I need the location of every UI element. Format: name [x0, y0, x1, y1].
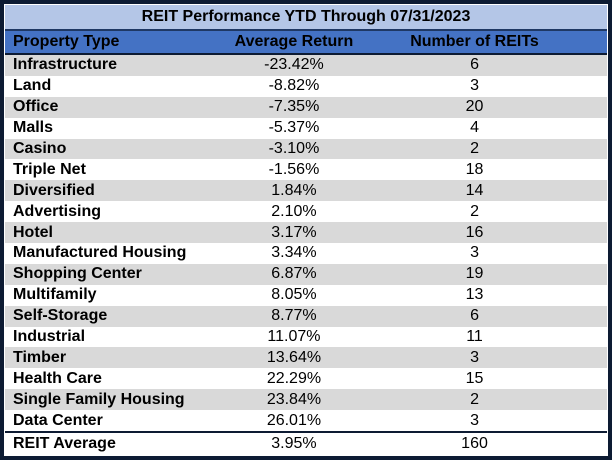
cell-property-type: Hotel	[13, 223, 53, 241]
cell-average-return: 3.17%	[271, 223, 317, 241]
cell-average-return: 11.07%	[267, 328, 321, 346]
cell-number-of-reits: 3	[470, 348, 479, 366]
cell-average-return: -23.42%	[264, 56, 324, 74]
cell-number-of-reits: 6	[470, 307, 479, 325]
cell-number-of-reits: 6	[470, 56, 479, 74]
cell-property-type: Self-Storage	[13, 307, 108, 325]
cell-property-type: Data Center	[13, 411, 103, 429]
table-row: Manufactured Housing 3.34% 3	[5, 243, 607, 264]
summary-average-return: 3.95%	[271, 435, 317, 452]
table-row: Hotel 3.17% 16	[5, 222, 607, 244]
cell-average-return: -8.82%	[268, 77, 320, 95]
cell-number-of-reits: 2	[470, 140, 479, 157]
cell-property-type: Multifamily	[13, 286, 97, 304]
cell-number-of-reits: 4	[470, 119, 479, 137]
cell-number-of-reits: 11	[466, 328, 483, 346]
table-row: Data Center 26.01% 3	[5, 410, 607, 432]
table-row: Self-Storage 8.77% 6	[5, 305, 607, 327]
cell-property-type: Manufactured Housing	[13, 244, 187, 262]
cell-number-of-reits: 2	[470, 202, 479, 220]
cell-average-return: 1.84%	[271, 181, 317, 199]
cell-number-of-reits: 18	[465, 160, 484, 178]
cell-average-return: 13.64%	[266, 348, 322, 366]
cell-average-return: 8.05%	[271, 286, 317, 304]
header-average-return: Average Return	[234, 33, 354, 50]
summary-row: REIT Average 3.95% 160	[5, 431, 607, 455]
cell-number-of-reits: 15	[465, 369, 484, 387]
table-header-row: Property Type Average Return Number of R…	[5, 31, 607, 55]
table-row: Triple Net -1.56% 18	[5, 159, 607, 181]
table-row: Diversified 1.84% 14	[5, 180, 607, 202]
table-row: Industrial 11.07% 11	[5, 326, 607, 348]
cell-property-type: Industrial	[13, 328, 86, 346]
table-row: Office -7.35% 20	[5, 96, 607, 118]
cell-average-return: 8.77%	[271, 307, 317, 325]
table-row: Timber 13.64% 3	[5, 347, 607, 369]
table-row: Malls -5.37% 4	[5, 117, 607, 139]
cell-number-of-reits: 3	[470, 244, 479, 262]
cell-number-of-reits: 19	[465, 265, 484, 283]
cell-number-of-reits: 3	[470, 411, 479, 429]
cell-property-type: Single Family Housing	[13, 390, 185, 408]
cell-property-type: Malls	[13, 119, 54, 137]
cell-property-type: Infrastructure	[13, 56, 118, 74]
table-row: Health Care 22.29% 15	[5, 368, 607, 390]
cell-number-of-reits: 2	[470, 390, 479, 408]
cell-property-type: Shopping Center	[13, 265, 142, 283]
cell-property-type: Casino	[13, 140, 67, 157]
cell-average-return: 26.01%	[266, 411, 322, 429]
table-row: Advertising 2.10% 2	[5, 201, 607, 223]
cell-average-return: 2.10%	[271, 202, 317, 220]
cell-average-return: -1.56%	[268, 160, 320, 178]
table-row: Land -8.82% 3	[5, 75, 607, 97]
cell-number-of-reits: 13	[465, 286, 484, 304]
summary-number-of-reits: 160	[461, 435, 488, 452]
table-row: Casino -3.10% 2	[5, 138, 607, 160]
cell-average-return: 23.84%	[266, 390, 322, 408]
table-row: Single Family Housing 23.84% 2	[5, 389, 607, 411]
cell-average-return: -7.35%	[268, 98, 320, 116]
cell-average-return: 22.29%	[266, 369, 322, 387]
cell-average-return: 6.87%	[271, 265, 317, 283]
cell-property-type: Land	[13, 77, 52, 95]
cell-property-type: Office	[13, 98, 59, 116]
cell-property-type: Timber	[13, 348, 67, 366]
cell-average-return: -3.10%	[268, 140, 320, 157]
cell-property-type: Diversified	[13, 181, 95, 199]
cell-average-return: 3.34%	[271, 244, 317, 262]
table-row: Shopping Center 6.87% 19	[5, 263, 607, 285]
header-number-of-reits: Number of REITs	[410, 33, 539, 50]
header-property-type: Property Type	[13, 33, 120, 50]
cell-number-of-reits: 16	[465, 223, 484, 241]
cell-average-return: -5.37%	[268, 119, 320, 137]
cell-number-of-reits: 20	[465, 98, 484, 116]
cell-property-type: Advertising	[13, 202, 102, 220]
cell-number-of-reits: 3	[470, 77, 479, 95]
table-body: Infrastructure -23.42% 6 Land -8.82% 3 Office -…	[5, 55, 607, 432]
table-row: Infrastructure -23.42% 6	[5, 55, 607, 76]
table-title: REIT Performance YTD Through 07/31/2023	[5, 5, 607, 31]
table-row: Multifamily 8.05% 13	[5, 284, 607, 306]
cell-property-type: Triple Net	[13, 160, 86, 178]
summary-property-type: REIT Average	[13, 435, 116, 452]
cell-property-type: Health Care	[13, 369, 102, 387]
cell-number-of-reits: 14	[465, 181, 484, 199]
